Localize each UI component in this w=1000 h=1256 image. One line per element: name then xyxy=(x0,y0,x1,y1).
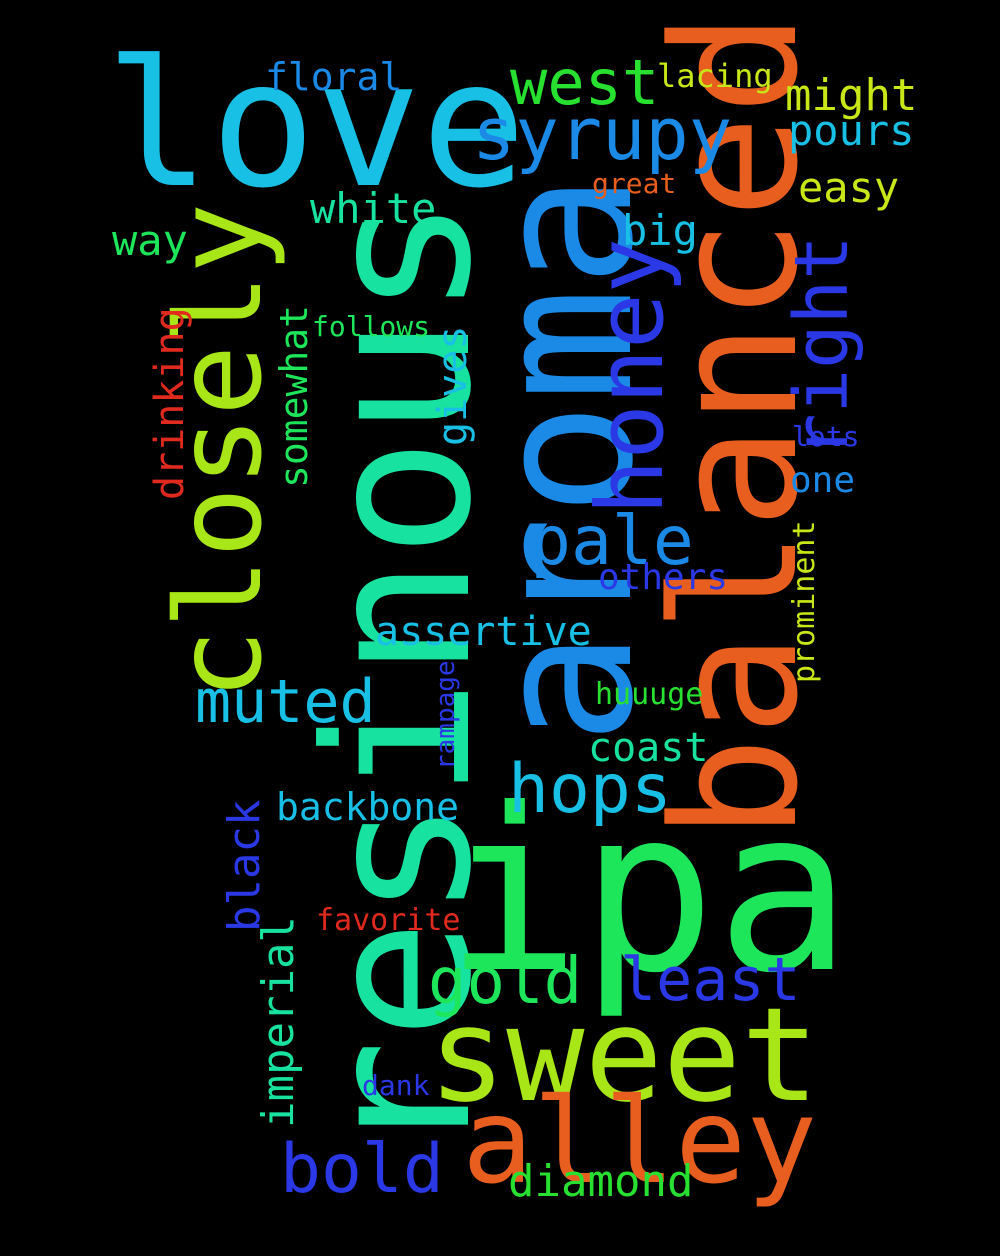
word-hops: hops xyxy=(508,750,672,829)
word-sweet: sweet xyxy=(428,979,820,1131)
word-coast: coast xyxy=(588,725,709,771)
word-drinking: drinking xyxy=(147,307,193,500)
word-love: love xyxy=(105,24,527,227)
word-easy: easy xyxy=(798,163,900,212)
word-rampage: rampage xyxy=(431,660,461,770)
word-dank: dank xyxy=(362,1069,430,1102)
word-favorite: favorite xyxy=(316,903,461,938)
word-least: least xyxy=(620,945,801,1015)
word-big: big xyxy=(622,206,698,255)
word-alley: alley xyxy=(462,1072,818,1210)
word-gives: gives xyxy=(430,325,476,446)
word-imperial: imperial xyxy=(253,916,304,1128)
word-assertive: assertive xyxy=(375,609,592,655)
word-prominent: prominent xyxy=(787,520,822,683)
word-honey: honey xyxy=(577,238,684,515)
word-muted: muted xyxy=(195,667,376,737)
word-gold: gold xyxy=(428,945,583,1019)
word-others: others xyxy=(598,557,729,598)
word-somewhat: somewhat xyxy=(272,304,316,488)
word-white: white xyxy=(310,184,437,233)
word-syrupy: syrupy xyxy=(472,92,733,176)
word-west: west xyxy=(510,46,660,119)
word-floral: floral xyxy=(265,55,403,99)
word-backbone: backbone xyxy=(276,785,460,829)
word-one: one xyxy=(790,460,856,501)
word-great: great xyxy=(592,167,677,200)
word-way: way xyxy=(112,216,188,265)
word-ipa: ipa xyxy=(445,761,852,1023)
word-diamond: diamond xyxy=(508,1156,694,1207)
word-lots: lots xyxy=(792,420,860,453)
word-pale: pale xyxy=(530,502,694,581)
word-might: might xyxy=(785,70,918,121)
word-follows: follows xyxy=(312,310,431,343)
word-lacing: lacing xyxy=(657,57,773,95)
word-bold: bold xyxy=(280,1130,444,1209)
word-black: black xyxy=(219,799,270,932)
word-huuuge: huuuge xyxy=(595,677,704,712)
word-pours: pours xyxy=(788,106,915,155)
